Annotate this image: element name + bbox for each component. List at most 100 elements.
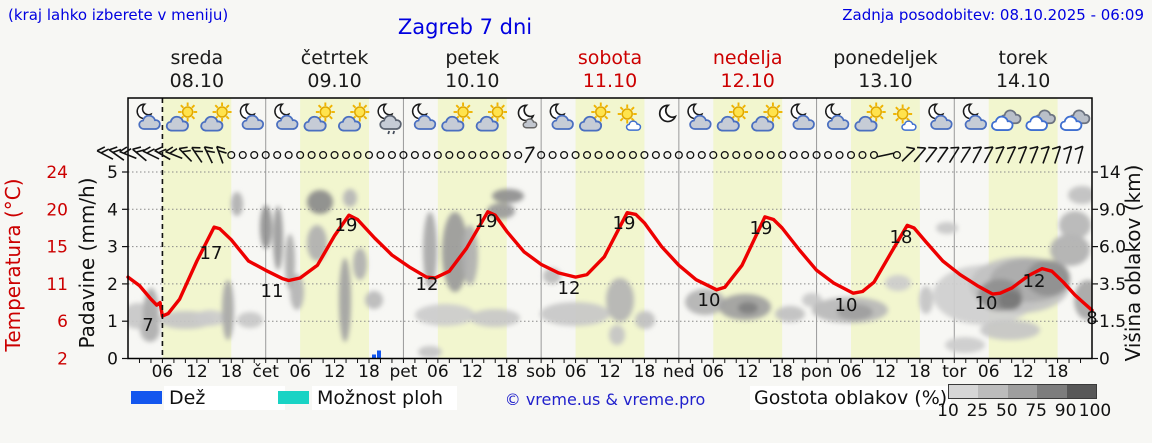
cloud-blob	[222, 280, 234, 340]
temp-tick-label: 15	[46, 238, 68, 258]
rain-bar	[372, 354, 376, 359]
cloud-blob	[353, 248, 367, 280]
calm-wind-icon	[238, 150, 247, 160]
x-hour-label: 12	[599, 362, 621, 382]
cloud-blob	[423, 212, 437, 288]
x-hour-label: 18	[771, 362, 793, 382]
x-day-abbrev: sob	[526, 362, 556, 382]
moon-cloud-icon	[791, 104, 814, 129]
wind-barb-icon	[1029, 145, 1039, 164]
day-bands	[162, 98, 1058, 359]
wind-barb-icon	[913, 146, 927, 163]
calm-wind-icon	[732, 150, 741, 160]
density-segment	[949, 385, 979, 398]
cloud-density-colorbar	[948, 384, 1097, 399]
day-name-label: nedelja	[713, 47, 783, 69]
moon-cloud-icon	[550, 104, 573, 129]
calm-wind-icon	[227, 150, 236, 160]
day-name-label: torek	[999, 47, 1048, 69]
calm-wind-icon	[514, 150, 523, 160]
calm-wind-icon	[789, 150, 798, 160]
wind-row	[96, 145, 1084, 164]
x-hour-label: 06	[978, 362, 1000, 382]
precip-tick-label: 1	[107, 312, 118, 332]
cloud-blob	[1026, 260, 1070, 296]
cloud-blob	[343, 189, 357, 207]
precip-tick-label: 3	[107, 238, 118, 258]
x-hour-label: 06	[289, 362, 311, 382]
wind-barb-icon	[215, 145, 227, 164]
x-hour-label: 18	[358, 362, 380, 382]
calm-wind-icon	[582, 150, 592, 160]
wind-barb-icon	[96, 146, 114, 160]
moon-cloud-icon	[137, 104, 160, 129]
wind-barb-icon	[876, 152, 895, 158]
precip-tick-label: 5	[107, 163, 118, 183]
wind-barb-icon	[203, 146, 215, 164]
calm-wind-icon	[801, 150, 810, 160]
calm-wind-icon	[651, 150, 660, 160]
temp-tick-label: 24	[46, 163, 68, 183]
rain-bar	[377, 350, 381, 359]
temp-value-label: 10	[698, 290, 721, 311]
cloud-blob	[738, 302, 758, 314]
cloud-axis-title: Višina oblakov (km)	[1121, 165, 1145, 362]
density-tick-label: 75	[1025, 401, 1047, 421]
cloud-height-tick-label: 14	[1099, 163, 1121, 183]
cloud-height-tick-label: 3.5	[1099, 275, 1126, 295]
cloud-blob	[837, 304, 873, 320]
temp-value-label: 19	[335, 215, 358, 236]
calm-wind-icon	[663, 150, 672, 160]
precip-tick-label: 2	[107, 275, 118, 295]
day-date-label: 11.10	[583, 70, 637, 92]
wind-barb-icon	[165, 146, 183, 160]
calm-wind-icon	[560, 150, 569, 160]
x-hour-label: 18	[496, 362, 518, 382]
calm-wind-icon	[387, 150, 397, 160]
cloud-blob	[194, 310, 226, 326]
x-hour-label: 06	[427, 362, 449, 382]
cloud-blob	[237, 312, 263, 328]
calm-wind-icon	[686, 150, 695, 160]
calm-wind-icon	[537, 150, 546, 160]
calm-wind-icon	[307, 150, 316, 160]
precip-tick-label: 0	[107, 350, 118, 370]
temp-value-label: 12	[416, 274, 439, 295]
calm-wind-icon	[399, 150, 408, 160]
density-tick-label: 50	[995, 401, 1018, 421]
x-hour-label: 12	[1012, 362, 1034, 382]
calm-wind-icon	[330, 150, 339, 160]
cloud-blob	[462, 225, 478, 285]
wind-barb-icon	[1051, 145, 1062, 164]
temp-value-label: 19	[750, 218, 773, 239]
calm-wind-icon	[273, 150, 282, 160]
day-name-label: sreda	[171, 47, 224, 69]
calm-wind-icon	[261, 150, 270, 160]
credit-link[interactable]: © vreme.us & vreme.pro	[504, 390, 706, 409]
calm-wind-icon	[778, 150, 787, 160]
calm-wind-icon	[548, 150, 557, 160]
cloud-blob	[885, 275, 911, 291]
cloud-blob	[307, 225, 327, 261]
wind-barb-icon	[983, 146, 994, 164]
temp-tick-label: 11	[46, 275, 68, 295]
calm-wind-icon	[296, 150, 305, 160]
cloud-blob	[307, 190, 333, 214]
wind-barb-icon	[1017, 145, 1028, 164]
day-name-label: petek	[445, 47, 499, 69]
density-tick-label: 90	[1054, 401, 1077, 421]
temp-value-label: 19	[475, 211, 498, 232]
cloud-blob	[540, 302, 610, 326]
temp-value-label: 12	[1023, 271, 1046, 292]
wind-barb-icon	[524, 146, 535, 164]
cloud-blob	[685, 289, 725, 315]
temp-tick-label: 20	[46, 200, 68, 220]
calm-wind-icon	[433, 150, 442, 160]
moon-small-cloud-icon	[518, 105, 536, 127]
calm-wind-icon	[858, 150, 867, 160]
cloud-blob	[1050, 234, 1090, 266]
day-name-label: sobota	[578, 47, 642, 69]
calm-wind-icon	[376, 150, 385, 160]
calm-wind-icon	[892, 150, 901, 160]
